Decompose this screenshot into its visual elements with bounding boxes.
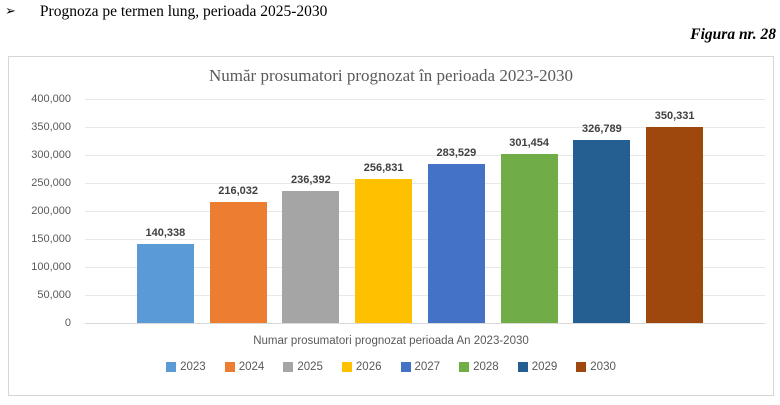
gridline [85,211,765,212]
gridline [85,127,765,128]
gridline [85,99,765,100]
bar-value-label: 283,529 [436,147,477,160]
figure-caption: Figura nr. 28 [690,26,776,43]
y-tick-label: 250,000 [31,177,71,189]
y-tick-label: 300,000 [31,149,71,161]
legend-swatch-icon [166,362,177,372]
legend-label: 2029 [531,361,558,373]
bars-container: 140,338 216,032 236,392 256,831 283,529 301,4… [85,99,765,323]
bar-slot-2029: 326,789 [566,99,639,323]
legend-swatch-icon [400,362,411,372]
bar-chart: Număr prosumatori prognozat în perioada … [8,56,774,396]
chart-title: Număr prosumatori prognozat în perioada … [209,66,573,85]
legend-item-2024: 2024 [224,361,265,373]
bar-2028 [500,154,558,323]
legend-swatch-icon [224,362,235,372]
y-tick-label: 150,000 [31,233,71,245]
legend-swatch-icon [341,362,352,372]
legend: 2023 2024 2025 2026 2027 2028 2029 2030 [9,361,773,373]
bar-value-label: 256,831 [363,162,404,175]
legend-label: 2024 [238,361,265,373]
bar-value-label: 350,331 [654,109,695,122]
bar-2030 [646,126,704,323]
bar-value-label: 216,032 [218,185,259,197]
legend-label: 2027 [414,361,441,373]
legend-label: 2023 [180,361,206,373]
plot-area: 140,338 216,032 236,392 256,831 283,529 301,4… [85,99,765,324]
arrow-bullet-icon: ➢ [5,3,16,18]
legend-item-2029: 2029 [517,361,558,373]
bar-slot-2025: 236,392 [275,99,348,323]
gridline [85,239,765,240]
legend-item-2023: 2023 [166,361,206,373]
y-tick-label: 200,000 [31,205,71,217]
legend-item-2026: 2026 [341,361,382,373]
legend-item-2025: 2025 [283,361,323,373]
bar-slot-2028: 301,454 [493,99,566,323]
bar-2023 [136,244,194,323]
bar-value-label: 236,392 [290,173,331,186]
gridline [85,295,765,296]
bar-slot-2027: 283,529 [420,99,493,323]
legend-item-2030: 2030 [576,361,616,373]
bar-2026 [355,179,413,323]
bar-slot-2024: 216,032 [202,99,275,323]
legend-swatch-icon [517,362,528,372]
bar-slot-2026: 256,831 [347,99,420,323]
y-tick-label: 350,000 [31,121,71,133]
y-tick-label: 0 [64,317,71,329]
y-axis-tick-labels: 400,000 350,000 300,000 250,000 200,000 150,0… [9,93,77,329]
legend-item-2028: 2028 [459,361,499,373]
bar-slot-2023: 140,338 [129,99,202,323]
legend-swatch-icon [283,362,294,372]
bar-2029 [573,140,631,323]
y-tick-label: 50,000 [37,289,71,301]
legend-label: 2030 [590,361,616,373]
legend-label: 2026 [355,361,382,373]
x-axis-label: Numar prosumatori prognozat perioada An … [253,335,529,347]
bar-2027 [427,164,485,323]
legend-item-2027: 2027 [400,361,441,373]
document-heading: ➢ Prognoza pe termen lung, perioada 2025… [5,3,745,21]
bar-value-label: 301,454 [509,137,550,150]
bar-2025 [282,190,340,323]
legend-swatch-icon [459,362,470,372]
bar-2024 [209,202,267,323]
y-tick-label: 100,000 [31,261,71,273]
legend-label: 2025 [297,361,323,373]
bar-value-label: 326,789 [581,123,622,135]
legend-label: 2028 [473,361,499,373]
gridline [85,267,765,268]
legend-swatch-icon [576,362,587,372]
heading-text: Prognoza pe termen lung, perioada 2025-2… [39,3,328,20]
gridline [85,323,765,324]
gridline [85,155,765,156]
bar-value-label: 140,338 [145,227,186,240]
y-tick-label: 400,000 [31,93,71,105]
gridline [85,183,765,184]
bar-slot-2030: 350,331 [638,99,711,323]
